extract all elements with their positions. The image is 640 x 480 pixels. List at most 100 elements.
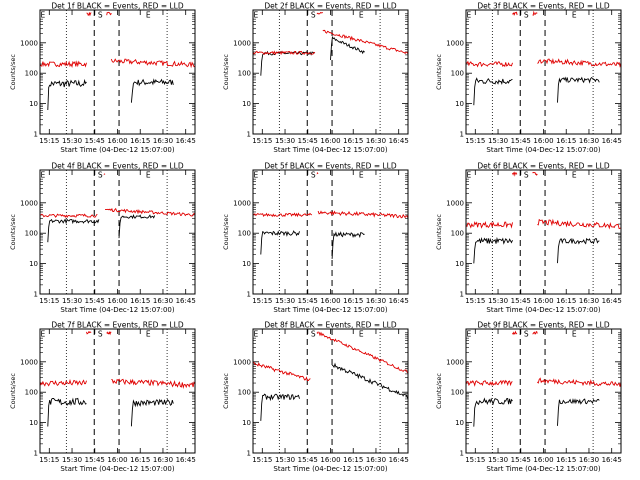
y-tick-label: 10	[242, 419, 251, 427]
series-events	[473, 397, 600, 427]
x-tick-label: 15:45	[298, 137, 318, 145]
series-segment	[106, 331, 112, 336]
panel-1: Det 1f BLACK = Events, RED = LLD 1 10 100 10…	[9, 2, 196, 155]
x-tick-label: 16:45	[176, 297, 196, 305]
marker-bg	[252, 11, 260, 18]
marker-label: E	[254, 330, 259, 339]
x-tick-label: 16:30	[153, 456, 173, 464]
x-axis-label: Start Time (04-Dec-12 15:07:00)	[486, 146, 600, 154]
series-segment	[39, 378, 87, 387]
series-segment	[252, 50, 316, 56]
series-segment	[330, 36, 365, 61]
series-segment	[322, 29, 409, 55]
x-axis-label: Start Time (04-Dec-12 15:07:00)	[60, 306, 174, 314]
marker-label: S	[311, 11, 316, 20]
series-lld	[252, 172, 409, 219]
x-tick-label: 15:45	[298, 456, 318, 464]
x-tick-label: 15:15	[252, 297, 272, 305]
marker-label: E	[254, 171, 259, 180]
series-segment	[130, 398, 174, 427]
marker-label: S	[98, 330, 103, 339]
series-segment	[105, 207, 196, 217]
series-segment	[317, 331, 409, 374]
x-tick-label: 16:30	[579, 456, 599, 464]
x-tick-label: 16:30	[579, 297, 599, 305]
marker-bg	[39, 330, 47, 337]
series-segment	[47, 397, 87, 427]
marker-label: E	[146, 171, 151, 180]
marker-label: E	[359, 171, 364, 180]
x-tick-label: 15:15	[39, 297, 59, 305]
x-tick-label: 16:15	[343, 297, 363, 305]
x-axis-label: Start Time (04-Dec-12 15:07:00)	[486, 306, 600, 314]
series-lld	[465, 171, 622, 230]
series-segment	[557, 237, 600, 264]
x-tick-label: 15:45	[85, 456, 105, 464]
plot-frame	[252, 9, 409, 135]
series-segment	[537, 57, 622, 68]
series-segment	[252, 361, 311, 381]
marker-label: S	[98, 171, 103, 180]
x-tick-label: 16:00	[107, 456, 127, 464]
x-tick-label: 16:45	[389, 297, 409, 305]
y-tick-label: 1000	[446, 358, 464, 366]
x-tick-label: 15:30	[488, 297, 508, 305]
series-segment	[331, 231, 365, 259]
panel-title: Det 8f BLACK = Events, RED = LLD	[264, 321, 397, 330]
x-tick-label: 16:45	[602, 456, 622, 464]
y-tick-label: 100	[25, 70, 38, 78]
x-axis-label: Start Time (04-Dec-12 15:07:00)	[60, 146, 174, 154]
marker-bg	[570, 330, 578, 337]
panel-title: Det 2f BLACK = Events, RED = LLD	[264, 2, 397, 11]
y-tick-label: 1	[34, 291, 38, 299]
marker-label: S	[98, 11, 103, 20]
x-tick-label: 15:15	[252, 137, 272, 145]
y-tick-label: 1000	[20, 39, 38, 47]
series-segment	[130, 78, 174, 103]
series-segment	[317, 210, 409, 219]
series-segment	[39, 60, 87, 69]
marker-bg	[465, 11, 473, 18]
x-tick-label: 15:15	[465, 137, 485, 145]
series-events	[47, 214, 156, 243]
marker-bg	[144, 171, 152, 178]
x-tick-label: 15:15	[39, 456, 59, 464]
marker-bg	[144, 11, 152, 18]
panel-2: Det 2f BLACK = Events, RED = LLD 1 10 100 10…	[222, 2, 409, 155]
panel-5: Det 5f BLACK = Events, RED = LLD 1 10 100 10…	[222, 162, 409, 315]
marker-bg	[570, 171, 578, 178]
y-tick-label: 10	[455, 419, 464, 427]
y-tick-label: 1	[247, 450, 251, 458]
x-tick-label: 16:15	[556, 456, 576, 464]
plot-frame	[465, 9, 622, 135]
x-tick-label: 15:30	[488, 137, 508, 145]
y-tick-label: 1000	[233, 39, 251, 47]
series-segment	[512, 330, 518, 336]
y-axis-label: Counts/sec	[9, 214, 17, 250]
x-tick-label: 16:00	[533, 456, 553, 464]
marker-label: E	[41, 330, 46, 339]
marker-label: E	[467, 330, 472, 339]
y-axis-label: Counts/sec	[222, 54, 230, 90]
series-events	[473, 76, 600, 106]
panel-7: Det 7f BLACK = Events, RED = LLD 1 10 100 10…	[9, 321, 196, 474]
y-tick-label: 100	[451, 70, 464, 78]
series-segment	[86, 331, 92, 335]
y-axis-label: Counts/sec	[435, 373, 443, 409]
x-tick-label: 16:00	[533, 297, 553, 305]
series-lld	[465, 330, 622, 387]
plot-frame	[465, 169, 622, 295]
x-tick-label: 15:15	[465, 456, 485, 464]
marker-bg	[570, 11, 578, 18]
marker-bg	[522, 171, 530, 178]
x-tick-label: 16:15	[130, 137, 150, 145]
marker-bg	[309, 171, 317, 178]
panel-title: Det 6f BLACK = Events, RED = LLD	[477, 162, 610, 171]
y-axis-label: Counts/sec	[9, 373, 17, 409]
x-tick-label: 16:00	[107, 137, 127, 145]
x-tick-label: 15:45	[85, 137, 105, 145]
y-tick-label: 100	[238, 230, 251, 238]
x-tick-label: 16:30	[153, 137, 173, 145]
series-segment	[465, 60, 513, 68]
y-tick-label: 1	[460, 450, 464, 458]
